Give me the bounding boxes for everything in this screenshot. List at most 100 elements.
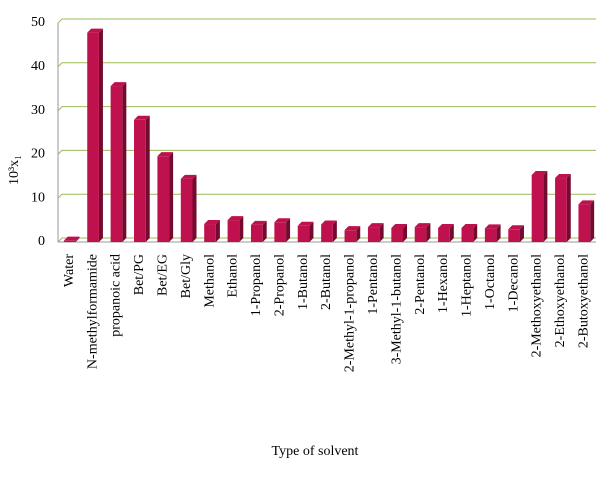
bar-side [356,226,361,242]
bar-side [169,152,174,242]
grid-line [57,106,596,111]
bar-side [496,224,501,242]
bar-front [414,227,427,242]
bar-front [578,204,591,242]
bar-top [414,223,431,228]
bar-side [473,223,478,242]
bar-top [180,174,197,179]
bar-front [110,86,123,243]
bar-top [367,223,384,228]
bar-front [180,178,193,242]
x-tick-label: N-methylformamide [85,254,100,369]
bar-top [438,223,454,228]
x-tick-label: 2-Butoxyethanol [577,254,592,348]
bar-side [403,223,408,242]
bar-top [204,220,220,225]
bar [508,225,524,242]
x-tick-label: Water [62,254,77,287]
bar-front [204,224,216,242]
bar-front [321,224,333,242]
bar-front [250,224,263,242]
bar-side [122,82,127,243]
bar-front [531,174,544,242]
x-tick-label: 2-Methoxyethanol [530,254,545,358]
bar-side [192,174,197,242]
grid-line [57,193,596,199]
y-tick-label: 50 [31,15,45,30]
bar-top [578,200,595,205]
bar [484,224,501,242]
x-tick-label: 2-Pentanol [413,254,428,315]
bar-front [87,32,99,242]
x-tick-label: 2-Propanol [272,254,287,316]
x-tick-label: 1-Hexanol [436,254,451,313]
bar-top [484,224,501,229]
x-axis-title: Type of solvent [272,444,359,459]
bar-side [379,223,384,242]
bar [157,152,174,242]
bar-front [461,227,474,242]
bar-top [531,170,548,175]
bar [531,170,548,242]
bar [391,223,408,242]
bar [134,115,150,242]
bar [63,236,80,242]
bar-side [286,218,291,242]
bar [461,223,478,242]
x-tick-label: Bet/PG [132,254,147,295]
bar-front [484,228,497,242]
bar-top [391,223,408,228]
bar-front [555,178,567,242]
bar-side [426,223,431,242]
bar [438,223,454,242]
bar-top [321,220,337,225]
bar-front [134,119,146,242]
x-tick-label: 1-Heptanol [460,254,475,317]
x-tick-label: 2-Butanol [319,254,334,310]
y-tick-label: 20 [31,147,45,162]
bar-side [566,174,571,242]
bar-top [461,223,478,228]
bar [578,200,595,242]
x-tick-label: 1-Pentanol [366,254,381,315]
x-tick-label: 1-Propanol [249,254,264,316]
bar-side [98,28,103,242]
bar-top [274,218,291,223]
x-tick-label: 1-Octanol [483,254,498,310]
bar [344,226,361,242]
grid-line [57,149,596,155]
bar [180,174,197,242]
bar [227,216,244,242]
bar-front [274,222,287,242]
bar-front [344,230,357,242]
y-tick-label: 0 [38,234,45,249]
bar-top [508,225,524,230]
bar-top [110,82,127,87]
bar-side [449,223,454,242]
bar-side [519,225,524,242]
y-tick-label: 10 [31,190,45,205]
bar [204,220,220,242]
bar-top [134,115,150,120]
x-tick-label: 1-Butanol [296,254,311,310]
bar-top [555,174,571,179]
bar-top [250,220,267,225]
bar-side [262,220,267,242]
bar-side [239,216,244,242]
bar [555,174,571,242]
bar-side [215,220,220,242]
x-tick-label: Bet/EG [155,254,170,296]
bar [414,223,431,242]
grid-line [57,62,596,68]
grid-line [57,18,596,24]
bar [321,220,337,242]
bar [297,221,314,242]
bar-side [543,170,548,242]
bar-front [367,227,380,242]
y-axis-title: 10³x₁ [7,155,22,185]
bar-side [332,220,337,242]
x-tick-label: 2-Methyl-1-propanol [343,254,358,372]
bar [87,28,103,242]
bar-side [309,221,314,242]
